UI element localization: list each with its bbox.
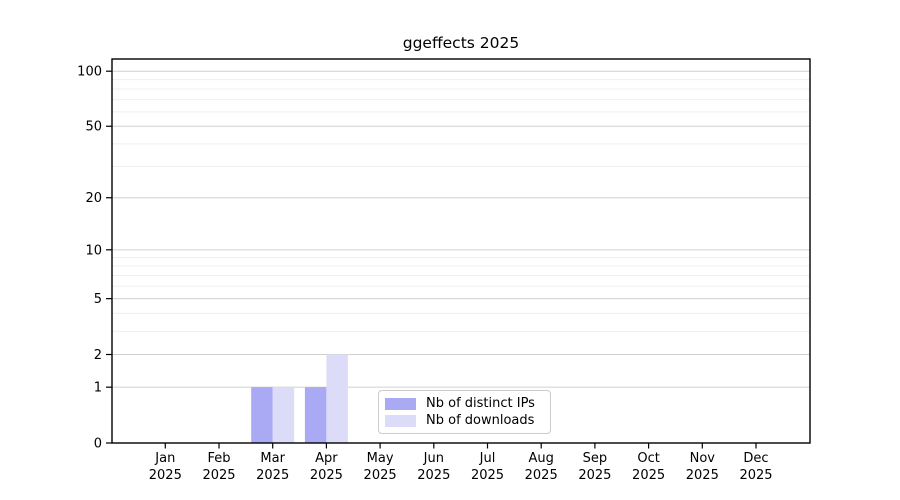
x-tick-label-month: Feb <box>207 451 230 466</box>
x-tick-label-month: May <box>367 451 394 466</box>
x-tick-label-year: 2025 <box>310 468 343 483</box>
y-tick-label: 5 <box>94 292 102 307</box>
x-tick-label-month: Jun <box>423 451 444 466</box>
x-tick-label-month: Jan <box>154 451 175 466</box>
chart-title: ggeffects 2025 <box>402 34 520 52</box>
bar-mar-series0 <box>251 387 273 443</box>
x-tick-label-month: Dec <box>743 451 768 466</box>
legend-label: Nb of distinct IPs <box>426 396 535 411</box>
legend-label: Nb of downloads <box>426 413 535 428</box>
x-tick-label-year: 2025 <box>417 468 450 483</box>
x-tick-label-year: 2025 <box>149 468 182 483</box>
y-tick-label: 100 <box>77 65 102 80</box>
legend-item: Nb of distinct IPs <box>385 397 550 410</box>
plot-border <box>111 58 811 444</box>
bar-mar-series1 <box>272 387 295 443</box>
legend: Nb of distinct IPs Nb of downloads <box>378 390 551 434</box>
x-tick-label-year: 2025 <box>632 468 665 483</box>
y-tick-label: 1 <box>94 381 102 396</box>
x-tick-label-month: Oct <box>637 451 659 466</box>
x-tick-label-month: Apr <box>315 451 338 466</box>
bar-apr-series0 <box>304 387 327 443</box>
y-tick-label: 0 <box>94 437 102 452</box>
legend-swatch <box>385 397 416 410</box>
x-tick-label-year: 2025 <box>686 468 719 483</box>
x-tick-label-month: Jul <box>479 451 496 466</box>
x-tick-label-month: Aug <box>529 451 554 466</box>
x-tick-label-year: 2025 <box>525 468 558 483</box>
bar-apr-series1 <box>326 354 348 443</box>
y-tick-label: 2 <box>94 348 102 363</box>
y-tick-label: 50 <box>85 120 102 135</box>
x-tick-label-month: Nov <box>690 451 716 466</box>
x-tick-label-year: 2025 <box>364 468 397 483</box>
x-tick-label-year: 2025 <box>256 468 289 483</box>
x-tick-label-year: 2025 <box>471 468 504 483</box>
x-tick-label-month: Mar <box>260 451 285 466</box>
x-tick-label-year: 2025 <box>202 468 235 483</box>
x-tick-label-month: Sep <box>583 451 608 466</box>
legend-item: Nb of downloads <box>385 414 550 427</box>
x-tick-label-year: 2025 <box>739 468 772 483</box>
y-tick-label: 10 <box>85 243 102 258</box>
x-tick-label-year: 2025 <box>578 468 611 483</box>
y-tick-label: 20 <box>85 191 102 206</box>
legend-swatch <box>385 414 416 427</box>
